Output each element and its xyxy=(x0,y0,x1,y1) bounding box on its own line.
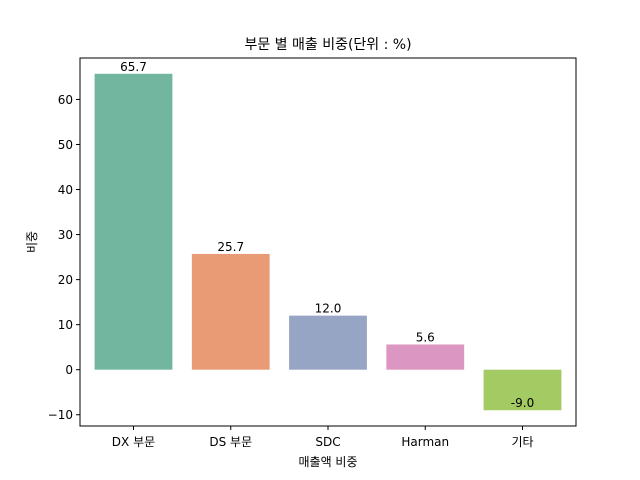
plot-frame xyxy=(79,57,577,427)
bar-value-label: 12.0 xyxy=(315,302,342,316)
x-tick-label: 기타 xyxy=(511,435,533,449)
bars-group: 65.7 25.7 12.0 5.6 -9.0 xyxy=(94,60,562,411)
bar-2 xyxy=(289,315,367,370)
x-tick-label: SDC xyxy=(315,435,340,449)
bar-4 xyxy=(483,369,562,411)
bar-value-label: -9.0 xyxy=(511,396,534,410)
y-tick-label: 20 xyxy=(58,273,73,287)
bar-value-label: 5.6 xyxy=(416,330,435,344)
y-tick-label: 40 xyxy=(58,183,73,197)
bar-3 xyxy=(386,344,465,370)
bar-value-label: 25.7 xyxy=(217,240,244,254)
bar-0 xyxy=(94,73,173,370)
x-axis-label: 매출액 비중 xyxy=(298,455,357,469)
y-tick-label: 0 xyxy=(65,363,73,377)
x-axis: DX 부문 DS 부문 SDC Harman 기타 xyxy=(112,426,534,449)
x-tick-label: Harman xyxy=(401,435,449,449)
bar-value-label: 65.7 xyxy=(120,60,147,74)
bar-1 xyxy=(191,253,270,370)
y-axis: −10 0 10 20 30 40 50 60 xyxy=(48,93,80,422)
y-tick-label: 60 xyxy=(58,93,73,107)
y-tick-label: 50 xyxy=(58,138,73,152)
y-tick-label: 10 xyxy=(58,318,73,332)
x-tick-label: DX 부문 xyxy=(112,435,155,449)
chart-title: 부문 별 매출 비중(단위 : %) xyxy=(244,37,411,53)
y-tick-label: 30 xyxy=(58,228,73,242)
y-tick-label: −10 xyxy=(48,408,73,422)
x-tick-label: DS 부문 xyxy=(209,435,252,449)
y-axis-label: 비중 xyxy=(25,231,39,253)
